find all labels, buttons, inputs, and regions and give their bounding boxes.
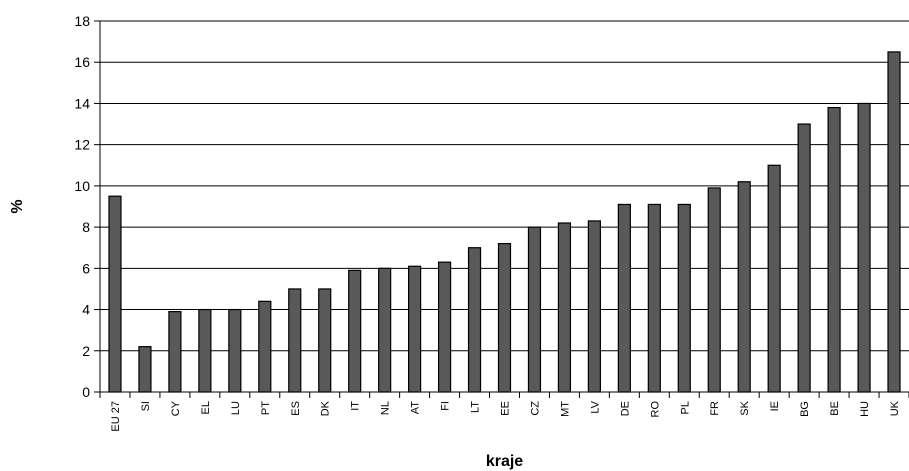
x-tick-label: UK [889,400,901,416]
x-tick-label: BG [799,401,811,417]
y-tick-label: 12 [74,137,90,153]
x-tick-label: LU [230,401,242,415]
bar-si [138,346,152,393]
x-tick-labels: EU 27 SI CY EL LU PT ES DK IT NL AT FI LT EE CZ MT LV DE R… [110,400,901,431]
x-tick-label: FR [709,401,721,416]
y-tick-label: 14 [74,95,90,111]
bar-el [198,308,212,393]
bar-sk [737,181,751,393]
x-tick-label: CZ [529,401,541,416]
x-tick-label: LT [470,401,482,413]
y-tick-label: 6 [82,260,90,276]
bar-ie [767,164,781,393]
x-tick-label: HU [859,401,871,417]
x-tick-label: SI [140,401,152,411]
bar-at [408,265,422,393]
x-tick-label: DK [320,400,332,416]
x-tick-label: PL [679,401,691,414]
x-tick-label: AT [410,401,422,415]
y-tick-label: 8 [82,219,90,235]
bar-ro [647,203,661,393]
x-tick-label: IE [769,401,781,411]
bar-it [348,269,362,393]
bar-uk [887,51,901,393]
x-tick-label: RO [649,401,661,418]
bar-lu [228,308,242,393]
axes [99,21,909,393]
bar-fi [437,261,452,393]
x-tick-label: BE [829,401,841,416]
bar-eu-27 [108,195,122,393]
x-tick-label: EE [500,401,512,416]
x-tick-label: NL [380,401,392,415]
x-axis-title: kraje [486,453,523,470]
y-tick-label: 16 [74,54,90,70]
bar-hu [857,102,871,393]
x-tick-label: DE [619,401,631,416]
x-tick-label: FI [440,401,452,411]
x-tick-label: EU 27 [110,401,122,432]
y-tick-labels: 0 2 4 6 8 10 12 14 16 18 [74,13,90,400]
x-tick-label: IT [350,401,362,411]
y-tick-label: 4 [82,302,90,318]
y-tick-label: 18 [74,13,90,29]
x-tick-label: CY [170,400,182,416]
x-tick-label: PT [260,401,272,415]
bar-nl [378,267,392,393]
bar-cz [527,226,542,393]
bar-mt [557,222,572,393]
y-tick-label: 2 [82,343,90,359]
x-tick-label: EL [200,401,212,414]
bar-de [617,203,631,393]
x-tick-label: LV [589,400,601,413]
bar-bg [797,123,811,393]
bar-lt [467,247,482,393]
bar-lv [587,220,601,393]
bar-cy [168,311,182,393]
x-tick-label: MT [559,401,571,417]
x-tick-label: ES [290,401,302,416]
bar-dk [318,288,332,393]
bars [108,51,901,393]
bar-pt [258,300,272,393]
bar-pl [677,203,691,393]
x-tick-label: SK [739,400,751,415]
bar-ee [497,243,512,393]
y-tick-label: 10 [74,178,90,194]
bar-be [827,106,841,393]
y-tick-label: 0 [82,384,90,400]
y-axis-title: % [9,199,26,213]
bar-fr [707,187,721,393]
bar-es [288,288,302,393]
